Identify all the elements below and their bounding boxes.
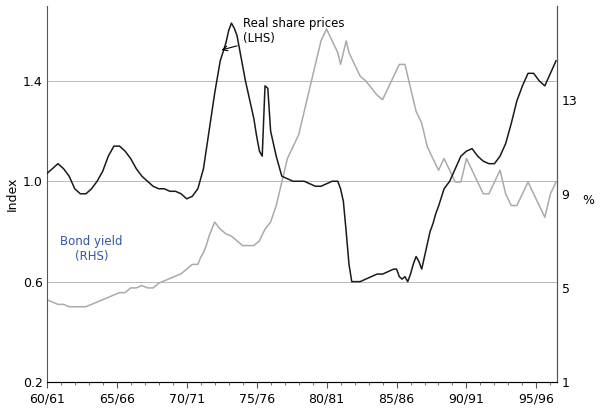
Text: Real share prices
(LHS): Real share prices (LHS) [223, 17, 344, 51]
Y-axis label: %: % [583, 194, 595, 207]
Y-axis label: Index: Index [5, 177, 19, 211]
Text: Bond yield
(RHS): Bond yield (RHS) [60, 235, 123, 263]
